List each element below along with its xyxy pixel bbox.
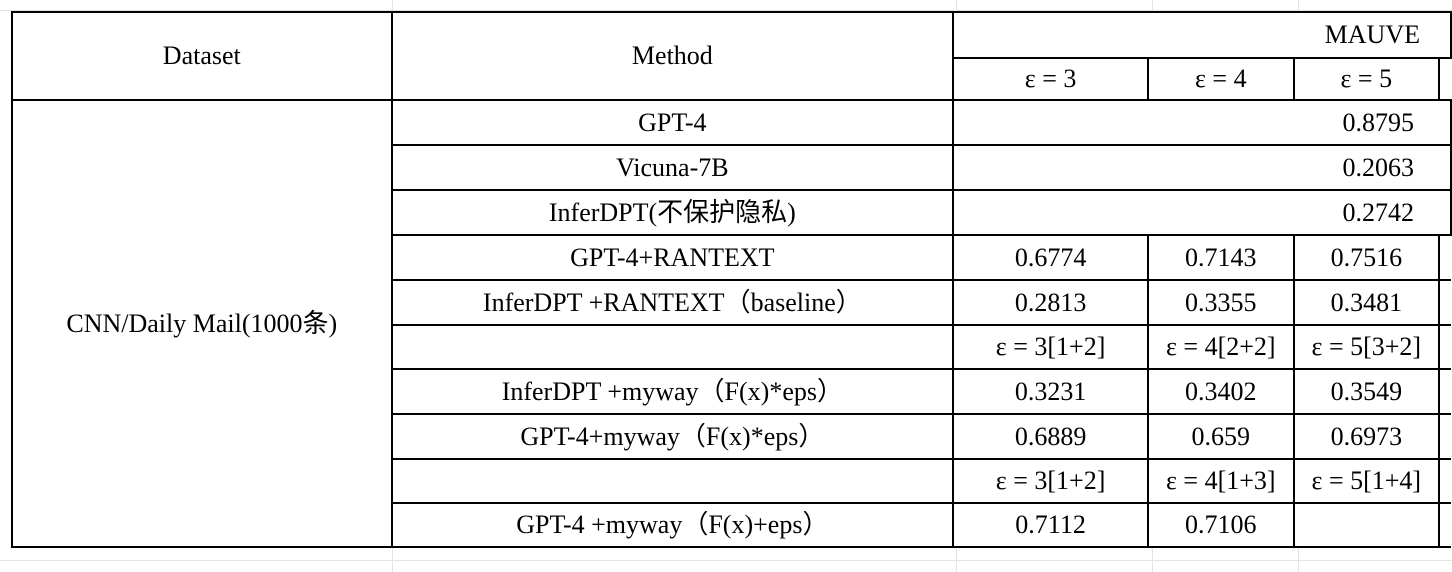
table-row: InferDPT(不保护隐私) 0.2742 [12, 189, 1452, 236]
overflow-cell [1438, 279, 1451, 326]
method-cell[interactable] [390, 324, 955, 370]
table-row: ε = 3[1+2] ε = 4[2+2] ε = 5[3+2] [12, 324, 1451, 370]
header-eps-4[interactable]: ε = 4 [1147, 57, 1295, 101]
overflow-cell [1438, 502, 1451, 548]
overflow-cell [1438, 458, 1451, 504]
sheet-gridline [0, 560, 1452, 561]
header-method[interactable]: Method [390, 11, 955, 101]
method-cell[interactable] [390, 458, 955, 504]
header-row: Dataset Method MAUVE [11, 11, 1452, 101]
value-eps-3[interactable]: 0.7112 [952, 502, 1150, 548]
header-eps-5[interactable]: ε = 5 [1292, 57, 1441, 101]
value-eps-5[interactable]: ε = 5[3+2] [1292, 324, 1441, 370]
value-eps-5[interactable]: ε = 5[1+4] [1292, 458, 1441, 504]
value-eps-5[interactable]: 0.3549 [1292, 368, 1441, 415]
table-row: GPT-4 +myway（F(x)+eps） 0.7112 0.7106 [12, 502, 1451, 548]
sheet-gridline [0, 10, 1452, 11]
method-cell[interactable]: Vicuna-7B [390, 144, 955, 191]
merged-value-cell[interactable]: 0.8795 [952, 99, 1452, 146]
method-cell[interactable]: GPT-4 +myway（F(x)+eps） [390, 502, 955, 548]
header-eps-3[interactable]: ε = 3 [952, 57, 1150, 101]
value-eps-3[interactable]: 0.6889 [952, 413, 1150, 460]
table-row: GPT-4+myway（F(x)*eps） 0.6889 0.659 0.697… [12, 413, 1451, 460]
value-eps-4[interactable]: 0.3355 [1147, 279, 1295, 326]
value-eps-3[interactable]: ε = 3[1+2] [952, 324, 1150, 370]
table-row: Vicuna-7B 0.2063 [12, 144, 1452, 191]
value-eps-5[interactable]: 0.7516 [1292, 234, 1441, 281]
value-eps-3[interactable]: ε = 3[1+2] [952, 458, 1150, 504]
dataset-cell[interactable]: CNN/Daily Mail(1000条) [11, 99, 393, 548]
value-eps-3[interactable]: 0.3231 [952, 368, 1150, 415]
header-mauve[interactable]: MAUVE [952, 11, 1452, 59]
overflow-cell [1438, 413, 1451, 460]
value-eps-5[interactable]: 0.3481 [1292, 279, 1441, 326]
method-cell[interactable]: InferDPT +RANTEXT（baseline） [390, 279, 955, 326]
value-eps-5[interactable] [1292, 502, 1441, 548]
table-row: ε = 3[1+2] ε = 4[1+3] ε = 5[1+4] [12, 458, 1451, 504]
overflow-cell [1438, 368, 1451, 415]
value-eps-3[interactable]: 0.6774 [952, 234, 1150, 281]
table-row: InferDPT +RANTEXT（baseline） 0.2813 0.335… [12, 279, 1451, 326]
value-eps-4[interactable]: ε = 4[1+3] [1147, 458, 1295, 504]
method-cell[interactable]: InferDPT(不保护隐私) [390, 189, 955, 236]
value-eps-5[interactable]: 0.6973 [1292, 413, 1441, 460]
table-row: CNN/Daily Mail(1000条) GPT-4 0.8795 [11, 99, 1452, 548]
header-eps-row: ε = 3 ε = 4 ε = 5 [12, 57, 1451, 101]
value-eps-4[interactable]: 0.3402 [1147, 368, 1295, 415]
method-cell[interactable]: GPT-4+myway（F(x)*eps） [390, 413, 955, 460]
method-cell[interactable]: GPT-4+RANTEXT [390, 234, 955, 281]
method-cell[interactable]: InferDPT +myway（F(x)*eps） [390, 368, 955, 415]
overflow-cell [1438, 234, 1451, 281]
value-eps-4[interactable]: 0.7106 [1147, 502, 1295, 548]
table-row: GPT-4+RANTEXT 0.6774 0.7143 0.7516 [12, 234, 1451, 281]
method-cell[interactable]: GPT-4 [390, 99, 955, 146]
value-eps-4[interactable]: 0.7143 [1147, 234, 1295, 281]
merged-value-cell[interactable]: 0.2063 [952, 144, 1452, 191]
value-eps-3[interactable]: 0.2813 [952, 279, 1150, 326]
table-row: InferDPT +myway（F(x)*eps） 0.3231 0.3402 … [12, 368, 1451, 415]
merged-value-cell[interactable]: 0.2742 [952, 189, 1452, 236]
overflow-cell [1438, 324, 1451, 370]
overflow-cell [1438, 57, 1451, 101]
results-table: Dataset Method MAUVE ε = 3 ε = 4 ε = 5 C… [11, 11, 1452, 548]
header-dataset[interactable]: Dataset [11, 11, 393, 101]
value-eps-4[interactable]: ε = 4[2+2] [1147, 324, 1295, 370]
value-eps-4[interactable]: 0.659 [1147, 413, 1295, 460]
